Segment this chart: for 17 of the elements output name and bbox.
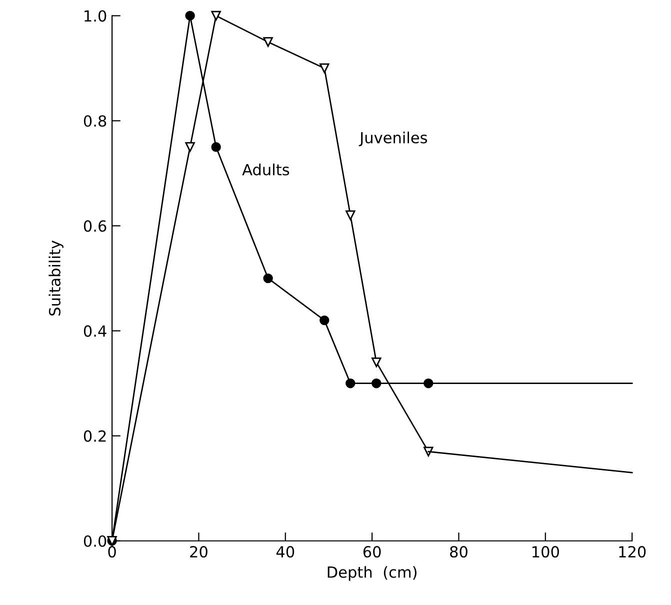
x-tick-label: 20: [190, 546, 208, 558]
x-axis-title: Depth (cm): [328, 566, 416, 581]
series-label: Adults: [242, 164, 290, 176]
x-tick-label: 0: [108, 546, 116, 558]
x-tick-label: 60: [363, 546, 381, 558]
x-tick-label: 120: [619, 546, 646, 558]
x-tick-label: 40: [276, 546, 294, 558]
y-tick-label: 0.4: [84, 325, 106, 337]
y-tick-label: 0.2: [84, 430, 106, 442]
y-tick-label: 1.0: [84, 10, 106, 22]
x-tick-label: 80: [450, 546, 468, 558]
x-tick-label: 100: [532, 546, 559, 558]
series-label: Juveniles: [358, 132, 428, 146]
y-axis-title: Suitability: [48, 240, 64, 316]
y-tick-label: 0.8: [84, 115, 106, 127]
y-tick-label: 0.6: [84, 220, 106, 232]
y-tick-label: 0.0: [84, 535, 106, 547]
